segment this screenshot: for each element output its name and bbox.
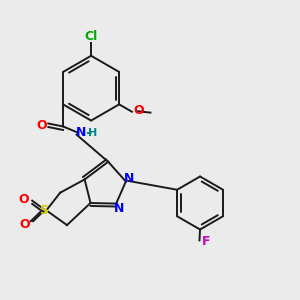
- Text: O: O: [18, 193, 29, 206]
- Text: -: -: [85, 125, 92, 140]
- Text: N: N: [114, 202, 124, 215]
- Text: N: N: [76, 126, 86, 140]
- Text: O: O: [19, 218, 30, 231]
- Text: S: S: [40, 204, 49, 217]
- Text: O: O: [36, 119, 47, 132]
- Text: O: O: [133, 104, 144, 117]
- Text: N: N: [124, 172, 134, 185]
- Text: H: H: [88, 128, 97, 138]
- Text: F: F: [202, 236, 210, 248]
- Text: Cl: Cl: [85, 30, 98, 43]
